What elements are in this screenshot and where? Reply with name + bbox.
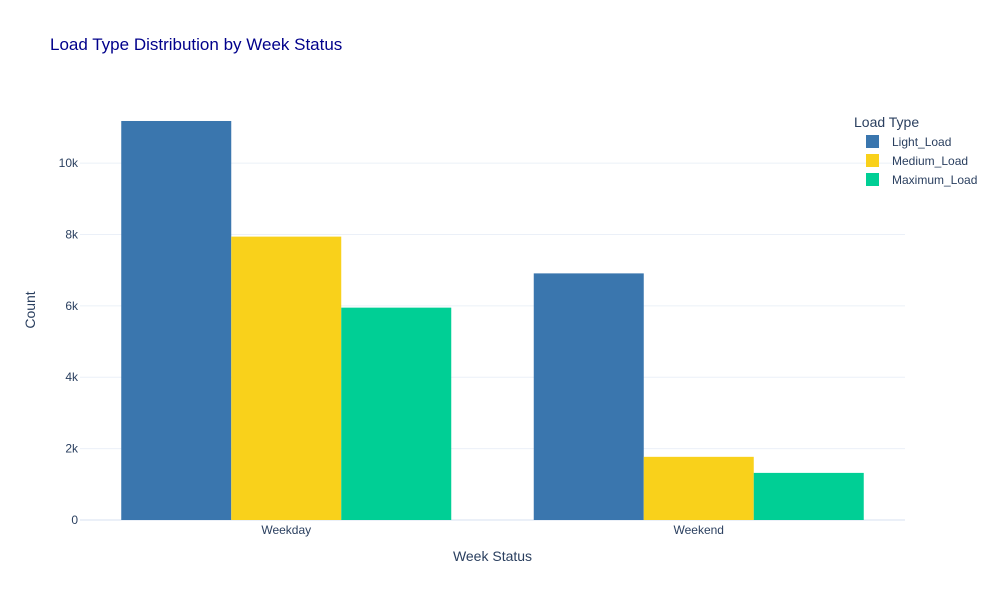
- x-axis-title: Week Status: [453, 548, 532, 564]
- legend-items: Light_Load Medium_Load Maximum_Load: [866, 135, 977, 187]
- y-tick-label: 4k: [65, 370, 79, 384]
- bar-light-load-weekday[interactable]: [121, 120, 232, 521]
- y-axis-ticks: 0 2k 4k 6k 8k 10k: [59, 156, 79, 527]
- legend-swatch-medium-load[interactable]: [866, 154, 879, 167]
- bars: [121, 120, 864, 521]
- legend-label-maximum-load[interactable]: Maximum_Load: [892, 173, 977, 187]
- legend-title: Load Type: [854, 114, 919, 130]
- y-tick-label: 2k: [65, 442, 79, 456]
- y-tick-label: 10k: [59, 156, 79, 170]
- x-tick-label: Weekend: [674, 523, 724, 537]
- x-tick-label: Weekday: [261, 523, 311, 537]
- bar-medium-load-weekend[interactable]: [643, 456, 754, 520]
- legend-swatch-maximum-load[interactable]: [866, 173, 879, 186]
- bar-light-load-weekend[interactable]: [533, 273, 644, 520]
- bar-maximum-load-weekday[interactable]: [341, 307, 452, 520]
- legend: Load Type Light_Load Medium_Load Maximum_L…: [854, 114, 977, 187]
- y-axis-title: Count: [22, 291, 38, 328]
- y-tick-label: 0: [71, 513, 78, 527]
- legend-label-light-load[interactable]: Light_Load: [892, 135, 951, 149]
- bar-medium-load-weekday[interactable]: [231, 236, 342, 521]
- y-tick-label: 8k: [65, 227, 79, 241]
- y-tick-label: 6k: [65, 299, 79, 313]
- legend-swatch-light-load[interactable]: [866, 135, 879, 148]
- legend-label-medium-load[interactable]: Medium_Load: [892, 154, 968, 168]
- chart-title: Load Type Distribution by Week Status: [50, 35, 342, 54]
- bar-maximum-load-weekend[interactable]: [753, 472, 864, 520]
- x-axis-ticks: Weekday Weekend: [261, 523, 724, 537]
